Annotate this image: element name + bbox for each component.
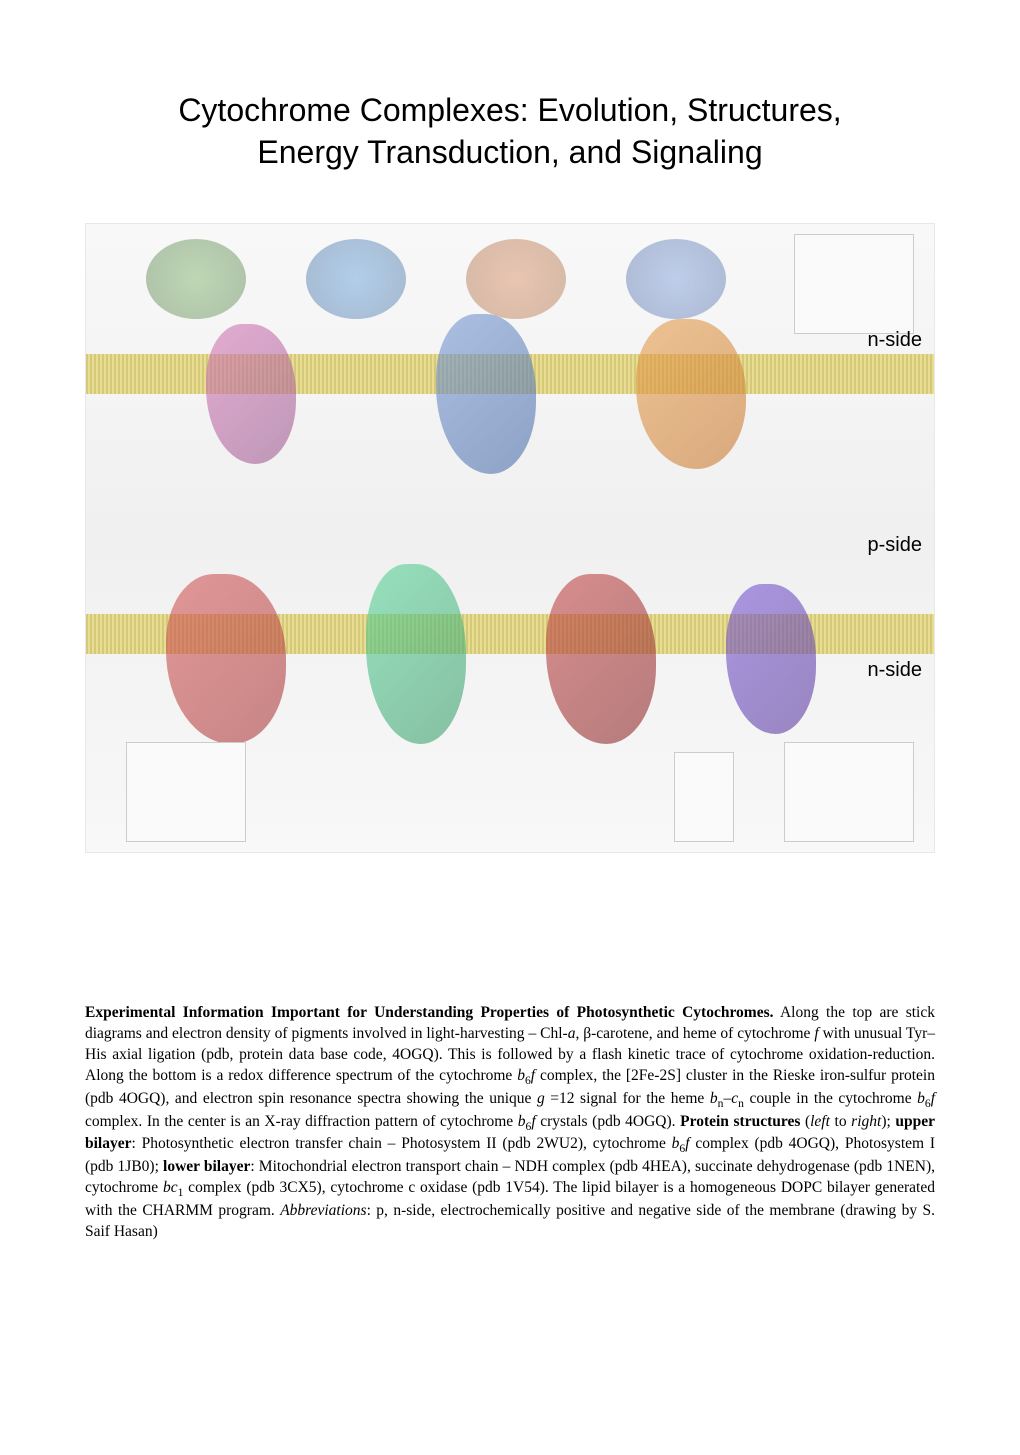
molecule-carotene [306,239,406,319]
molecule-structure [626,239,726,319]
lower-bilayer-bold: lower bilayer [163,1158,250,1175]
bc1-bc: bc [163,1179,178,1196]
caption-t8: crystals (pdb 4OGQ). [536,1113,680,1130]
caption-t11: ); [881,1113,895,1130]
b6f-b-1: b [517,1067,525,1084]
nside-label-2: n-side [868,659,922,682]
caption-t6: couple in the cytochrome [744,1090,917,1107]
caption-t9: ( [800,1113,810,1130]
ndh-complex [166,574,286,744]
caption-t5: =12 signal for the heme [545,1090,710,1107]
caption-lead: Experimental Information Important for U… [85,1004,774,1021]
main-figure: n-side p-side n-side [85,223,935,853]
abbrev-italic: Abbreviations [280,1202,366,1219]
cytochrome-bc1 [546,574,656,744]
molecule-chla [146,239,246,319]
caption-t2: , β-carotene, and heme of cytochrome [575,1025,814,1042]
nside-label-1: n-side [868,329,922,352]
figure-placeholder: n-side p-side n-side [85,223,935,853]
cytochrome-c-oxidase [726,584,816,734]
succinate-dehydrogenase [366,564,466,744]
b6f-b-3: b [518,1113,526,1130]
redox-spectrum-graph [126,742,246,842]
caption-t10: to [830,1113,851,1130]
kinetic-trace-graph [794,234,914,334]
left-italic: left [810,1113,830,1130]
bn-b: b [710,1090,718,1107]
title-line-1: Cytochrome Complexes: Evolution, Structu… [178,92,841,128]
page-title: Cytochrome Complexes: Evolution, Structu… [85,90,935,173]
esr-spectra-graph [784,742,914,842]
b6f-b-2: b [917,1090,925,1107]
molecule-heme [466,239,566,319]
protein-structures-bold: Protein structures [680,1113,800,1130]
photosystem-ii [206,324,296,464]
figure-caption: Experimental Information Important for U… [85,1003,935,1242]
cytochrome-b6f-upper [436,314,536,474]
rieske-cluster-diagram [674,752,734,842]
photosystem-i [636,319,746,469]
title-line-2: Energy Transduction, and Signaling [257,134,762,170]
g-italic: g [537,1090,545,1107]
caption-t12: : Photosynthetic electron transfer chain… [132,1135,672,1152]
right-italic: right [851,1113,881,1130]
pside-label: p-side [868,534,922,557]
b6f-f-2: f [931,1090,935,1107]
caption-t7: complex. In the center is an X-ray diffr… [85,1113,518,1130]
